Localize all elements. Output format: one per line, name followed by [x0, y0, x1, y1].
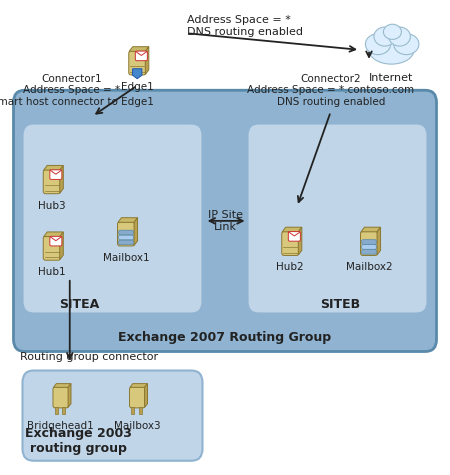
FancyBboxPatch shape: [282, 231, 299, 256]
Text: Mailbox1: Mailbox1: [103, 253, 149, 263]
Text: Exchange 2007 Routing Group: Exchange 2007 Routing Group: [118, 332, 332, 344]
Text: Mailbox2: Mailbox2: [346, 262, 392, 272]
Polygon shape: [60, 232, 63, 260]
FancyBboxPatch shape: [119, 235, 133, 240]
FancyBboxPatch shape: [50, 237, 62, 246]
Polygon shape: [130, 384, 148, 387]
Text: Mailbox3: Mailbox3: [114, 421, 161, 431]
Polygon shape: [133, 69, 142, 79]
Text: Bridgehead1: Bridgehead1: [27, 421, 94, 431]
FancyBboxPatch shape: [43, 170, 60, 194]
Polygon shape: [361, 227, 381, 232]
Polygon shape: [44, 165, 63, 170]
Text: Hub3: Hub3: [38, 200, 66, 210]
Ellipse shape: [383, 24, 401, 39]
FancyBboxPatch shape: [22, 124, 202, 314]
Ellipse shape: [374, 27, 396, 46]
Text: Hub2: Hub2: [276, 262, 304, 272]
Text: Connector2
Address Space = *.contoso.com
DNS routing enabled: Connector2 Address Space = *.contoso.com…: [247, 74, 414, 107]
Bar: [139, 408, 142, 414]
Text: Edge1: Edge1: [121, 82, 153, 92]
FancyBboxPatch shape: [22, 370, 202, 461]
FancyBboxPatch shape: [119, 240, 133, 245]
FancyBboxPatch shape: [360, 231, 378, 256]
Polygon shape: [68, 384, 71, 408]
Polygon shape: [134, 218, 138, 246]
Ellipse shape: [369, 36, 414, 64]
Polygon shape: [60, 165, 63, 193]
Text: Exchange 2003
routing group: Exchange 2003 routing group: [25, 427, 132, 455]
Text: Connector1
Address Space = *
Smart host connector to Edge1: Connector1 Address Space = * Smart host …: [0, 74, 153, 107]
Polygon shape: [298, 227, 302, 255]
Polygon shape: [44, 232, 63, 237]
Polygon shape: [377, 227, 381, 255]
FancyBboxPatch shape: [50, 170, 62, 180]
FancyBboxPatch shape: [362, 240, 376, 244]
Ellipse shape: [389, 27, 410, 46]
FancyBboxPatch shape: [288, 232, 300, 241]
FancyBboxPatch shape: [130, 387, 145, 408]
Ellipse shape: [394, 34, 419, 55]
Ellipse shape: [365, 34, 391, 55]
Text: Routing group connector: Routing group connector: [20, 352, 158, 362]
Text: SITEB: SITEB: [320, 298, 360, 311]
FancyBboxPatch shape: [135, 51, 147, 61]
Polygon shape: [129, 47, 149, 51]
Text: IP Site
Link: IP Site Link: [207, 210, 243, 232]
Text: SITEA: SITEA: [58, 298, 99, 311]
FancyBboxPatch shape: [129, 51, 146, 75]
Polygon shape: [282, 227, 302, 232]
FancyBboxPatch shape: [362, 245, 376, 249]
FancyBboxPatch shape: [43, 236, 60, 260]
Polygon shape: [145, 47, 149, 75]
Bar: [55, 408, 58, 414]
Text: Address Space = *
DNS routing enabled: Address Space = * DNS routing enabled: [187, 15, 303, 37]
Text: Internet: Internet: [369, 73, 414, 83]
FancyBboxPatch shape: [248, 124, 428, 314]
FancyBboxPatch shape: [362, 249, 376, 254]
FancyBboxPatch shape: [117, 222, 135, 246]
Polygon shape: [144, 384, 148, 408]
FancyBboxPatch shape: [53, 387, 68, 408]
Bar: [62, 408, 65, 414]
FancyBboxPatch shape: [14, 90, 436, 352]
Polygon shape: [54, 384, 71, 387]
Bar: [131, 408, 135, 414]
Polygon shape: [118, 218, 138, 222]
FancyBboxPatch shape: [119, 230, 133, 235]
Text: Hub1: Hub1: [38, 267, 66, 277]
